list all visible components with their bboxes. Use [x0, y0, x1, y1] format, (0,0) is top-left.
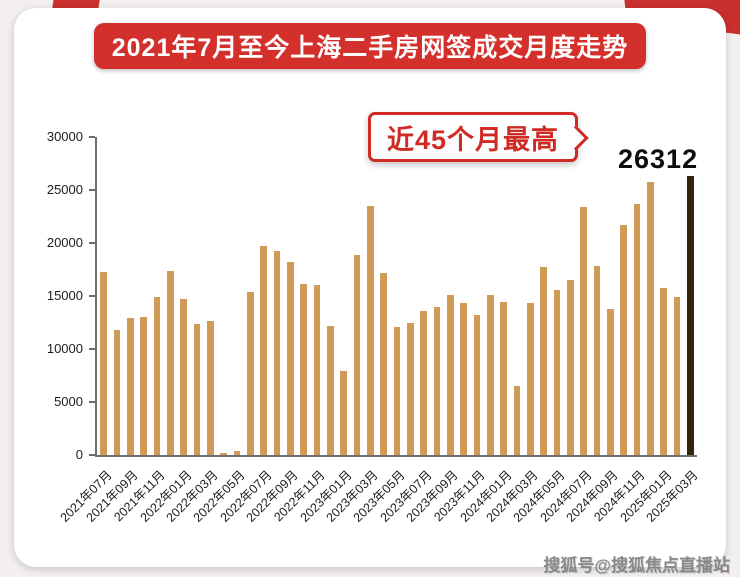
bar [473, 315, 481, 455]
bar [580, 206, 587, 455]
bar [407, 322, 414, 455]
y-tick-label: 25000 [46, 182, 83, 197]
chart-title: 2021年7月至今上海二手房网签成交月度走势 [111, 34, 629, 62]
peak-value-label: 26312 [618, 144, 699, 174]
bar [447, 294, 454, 455]
bar [113, 329, 121, 455]
y-tick-mark [89, 189, 95, 191]
y-axis: 0 5000 10000 15000 20000 25000 30000 [15, 129, 95, 462]
y-tick-label: 0 [75, 447, 83, 462]
y-tick-label: 15000 [46, 288, 83, 303]
bar [313, 285, 321, 455]
bar [500, 302, 507, 455]
bar [207, 321, 214, 455]
bar [540, 267, 547, 455]
bar [247, 291, 254, 455]
chart-card: 2021年7月至今上海二手房网签成交月度走势 0 5000 10000 15000 20… [14, 8, 726, 567]
bar [487, 294, 494, 455]
bar [660, 287, 667, 455]
bar [513, 386, 521, 455]
x-axis: 2021年07月 2021年09月 2021年11月 2022年01月 2022年03月… [57, 457, 701, 557]
bar [340, 371, 347, 455]
y-tick-label: 10000 [46, 341, 83, 356]
bar [633, 203, 641, 455]
bar [593, 266, 601, 455]
y-tick-mark [89, 454, 95, 456]
bar [193, 323, 201, 455]
bar [140, 317, 147, 455]
bar [220, 453, 227, 455]
watermark: 搜狐号@搜狐焦点直播站 [543, 556, 730, 575]
bar [180, 299, 187, 455]
y-tick-mark [89, 295, 95, 297]
bar [527, 303, 534, 455]
bar [300, 284, 307, 455]
bar [607, 308, 614, 455]
y-tick-mark [89, 136, 95, 138]
bar [420, 310, 427, 455]
bar [260, 246, 267, 455]
y-tick-label: 20000 [46, 235, 83, 250]
bar [433, 306, 441, 455]
bar [327, 325, 334, 455]
bar [273, 251, 281, 455]
bar [620, 224, 627, 455]
bar-highlighted [687, 176, 694, 455]
y-tick-mark [89, 401, 95, 403]
y-tick-mark [89, 242, 95, 244]
bar [647, 181, 654, 455]
bar [153, 297, 161, 455]
bar [233, 450, 241, 455]
annotation-text: 近45个月最高 [387, 124, 560, 155]
plot-area [95, 137, 697, 457]
bar [380, 272, 387, 455]
bar [287, 262, 294, 455]
y-tick-label: 5000 [54, 394, 83, 409]
bar [367, 205, 374, 455]
chart-title-banner: 2021年7月至今上海二手房网签成交月度走势 [94, 23, 646, 69]
bar [127, 318, 134, 455]
bar [460, 303, 467, 455]
bar [100, 271, 107, 455]
annotation-callout: 近45个月最高 [368, 112, 589, 162]
bar [553, 289, 561, 455]
y-tick-mark [89, 348, 95, 350]
bar [673, 297, 681, 455]
bar [167, 270, 174, 455]
y-tick-label: 30000 [46, 129, 83, 144]
bar [393, 326, 401, 455]
bar [567, 280, 574, 455]
bar [353, 254, 361, 455]
